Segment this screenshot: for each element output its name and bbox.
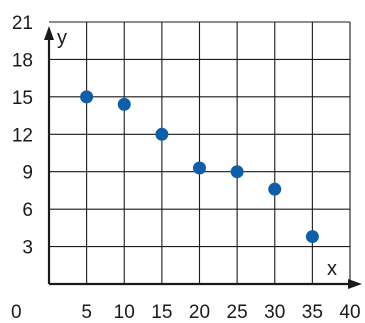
x-tick-label: 25 [227,302,248,323]
x-axis-arrow [348,279,362,289]
x-tick-label: 30 [264,302,285,323]
x-tick-label: 5 [81,302,92,323]
y-tick-label: 9 [22,163,33,184]
x-tick-label: 35 [302,302,323,323]
data-point [305,230,319,244]
y-axis-arrow [44,26,54,40]
data-point [117,97,131,111]
x-tick-label: 15 [151,302,172,323]
y-axis-label: y [57,27,67,49]
y-tick-label: 18 [12,50,33,71]
data-points [80,90,319,244]
x-axis-label: x [327,258,337,280]
data-point [230,165,244,179]
x-tick-label: 10 [114,302,135,323]
y-tick-label: 6 [22,200,33,221]
data-point [80,90,94,104]
origin-label: 0 [11,302,22,323]
axes [44,26,362,289]
data-point [268,182,282,196]
x-tick-label: 40 [339,302,360,323]
data-point [155,127,169,141]
data-point [193,161,206,175]
y-tick-label: 21 [12,13,33,34]
x-tick-label: 20 [189,302,210,323]
y-tick-label: 12 [12,125,33,146]
y-tick-label: 3 [22,238,33,259]
tick-labels: 5 10 15 20 25 30 35 40 3 6 9 12 15 18 21 [12,13,361,323]
y-tick-label: 15 [12,88,33,109]
grid [49,21,351,284]
